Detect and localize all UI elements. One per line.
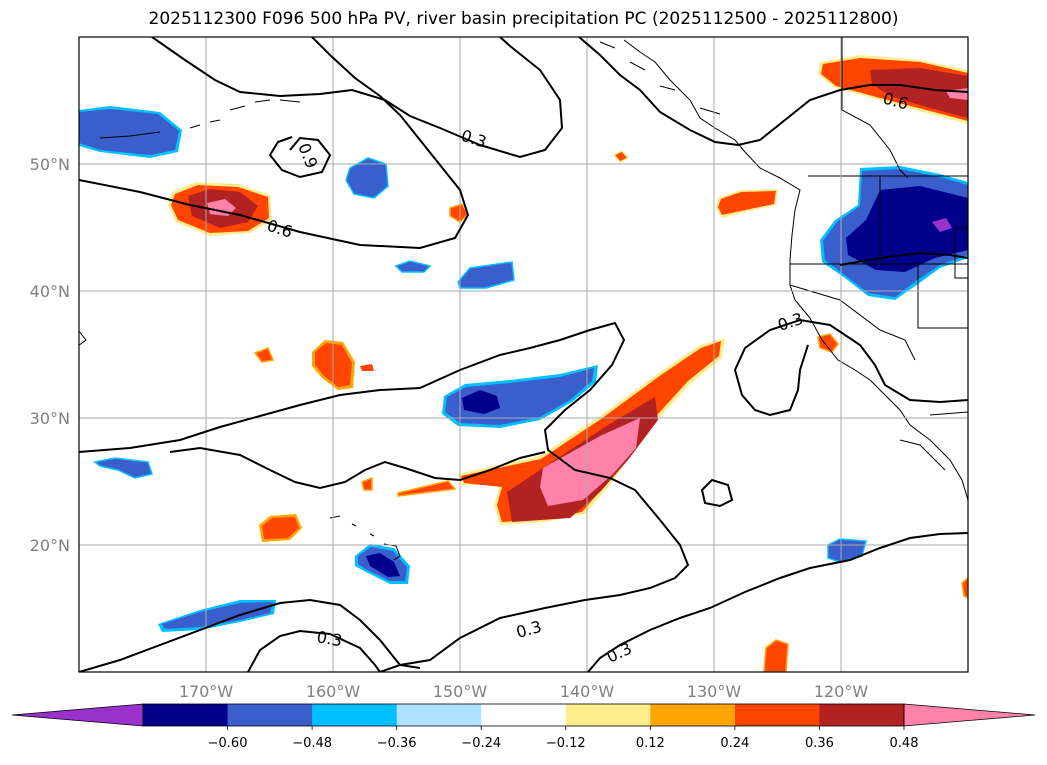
anomaly-positive-streak — [397, 338, 725, 525]
anomaly-negative-small-cells — [93, 157, 867, 632]
colorbar-tick-label: 0.48 — [890, 736, 919, 751]
latitude-tick-labels: 20°N 30°N 40°N 50°N — [30, 155, 70, 555]
anomaly-negative-aleutian — [79, 106, 182, 158]
colorbar-segment — [819, 704, 905, 726]
anomaly-negative-great-basin — [820, 166, 968, 300]
map-area: 0.3 0.3 0.3 0.6 0.6 0.9 0.3 0.3 — [79, 37, 968, 672]
colorbar-extend-max — [903, 703, 1036, 727]
lon-tick-140w: 140°W — [560, 682, 615, 701]
coastlines — [79, 37, 968, 561]
colorbar-segment — [565, 704, 651, 726]
colorbar-segment — [396, 704, 482, 726]
contour-label-0-3-sw: 0.3 — [315, 627, 343, 650]
chart-title: 2025112300 F096 500 hPa PV, river basin … — [148, 9, 899, 29]
lon-tick-160w: 160°W — [306, 682, 361, 701]
lon-tick-170w: 170°W — [179, 682, 234, 701]
colorbar-tick-label: −0.60 — [208, 736, 248, 751]
colorbar: −0.60 −0.48 −0.36 −0.24 −0.12 0.12 0.24 0.36 0.4… — [11, 703, 1036, 751]
anomaly-positive-dateline — [168, 182, 272, 236]
colorbar-segment — [227, 704, 313, 726]
lon-tick-130w: 130°W — [687, 682, 742, 701]
lon-tick-120w: 120°W — [814, 682, 869, 701]
colorbar-outline — [142, 703, 905, 727]
colorbar-segment — [734, 704, 820, 726]
colorbar-tick-label: −0.48 — [292, 736, 332, 751]
pv-contours — [79, 37, 968, 672]
colorbar-tick-label: 0.24 — [720, 736, 749, 751]
colorbar-tick-label: −0.24 — [461, 736, 501, 751]
colorbar-tick-label: 0.36 — [805, 736, 834, 751]
map-frame — [78, 36, 969, 673]
colorbar-tick-label: 0.12 — [636, 736, 665, 751]
lat-tick-50n: 50°N — [30, 155, 70, 174]
colorbar-tick-label: −0.36 — [377, 736, 417, 751]
lat-tick-20n: 20°N — [30, 536, 70, 555]
colorbar-segment — [650, 704, 736, 726]
colorbar-segment — [312, 704, 398, 726]
lat-tick-40n: 40°N — [30, 282, 70, 301]
lon-tick-150w: 150°W — [433, 682, 488, 701]
gridlines — [79, 37, 968, 672]
colorbar-tick-label: −0.12 — [546, 736, 586, 751]
colorbar-segment — [143, 704, 229, 726]
anomaly-negative-central-pacific — [442, 365, 598, 428]
lat-tick-30n: 30°N — [30, 409, 70, 428]
colorbar-segment — [481, 704, 567, 726]
colorbar-extend-min — [11, 703, 144, 727]
longitude-tick-labels: 170°W 160°W 150°W 140°W 130°W 120°W — [179, 682, 869, 701]
